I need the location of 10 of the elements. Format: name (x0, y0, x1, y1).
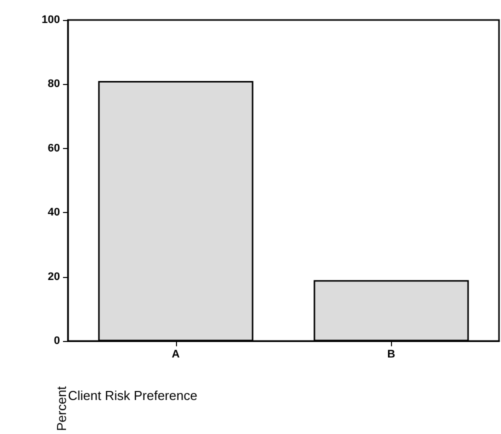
y-tick-label: 40 (48, 206, 60, 219)
y-tick-label: 0 (54, 335, 60, 348)
x-tick-label: A (172, 348, 180, 361)
y-tick-label: 60 (48, 142, 60, 154)
x-tick-label: B (387, 348, 396, 361)
x-axis-title: Client Risk Preference (68, 388, 198, 404)
y-tick-label: 20 (48, 270, 60, 283)
y-tick-label: 80 (48, 78, 60, 90)
y-tick-label: 100 (42, 14, 60, 26)
y-axis-title: Percent (54, 386, 69, 432)
